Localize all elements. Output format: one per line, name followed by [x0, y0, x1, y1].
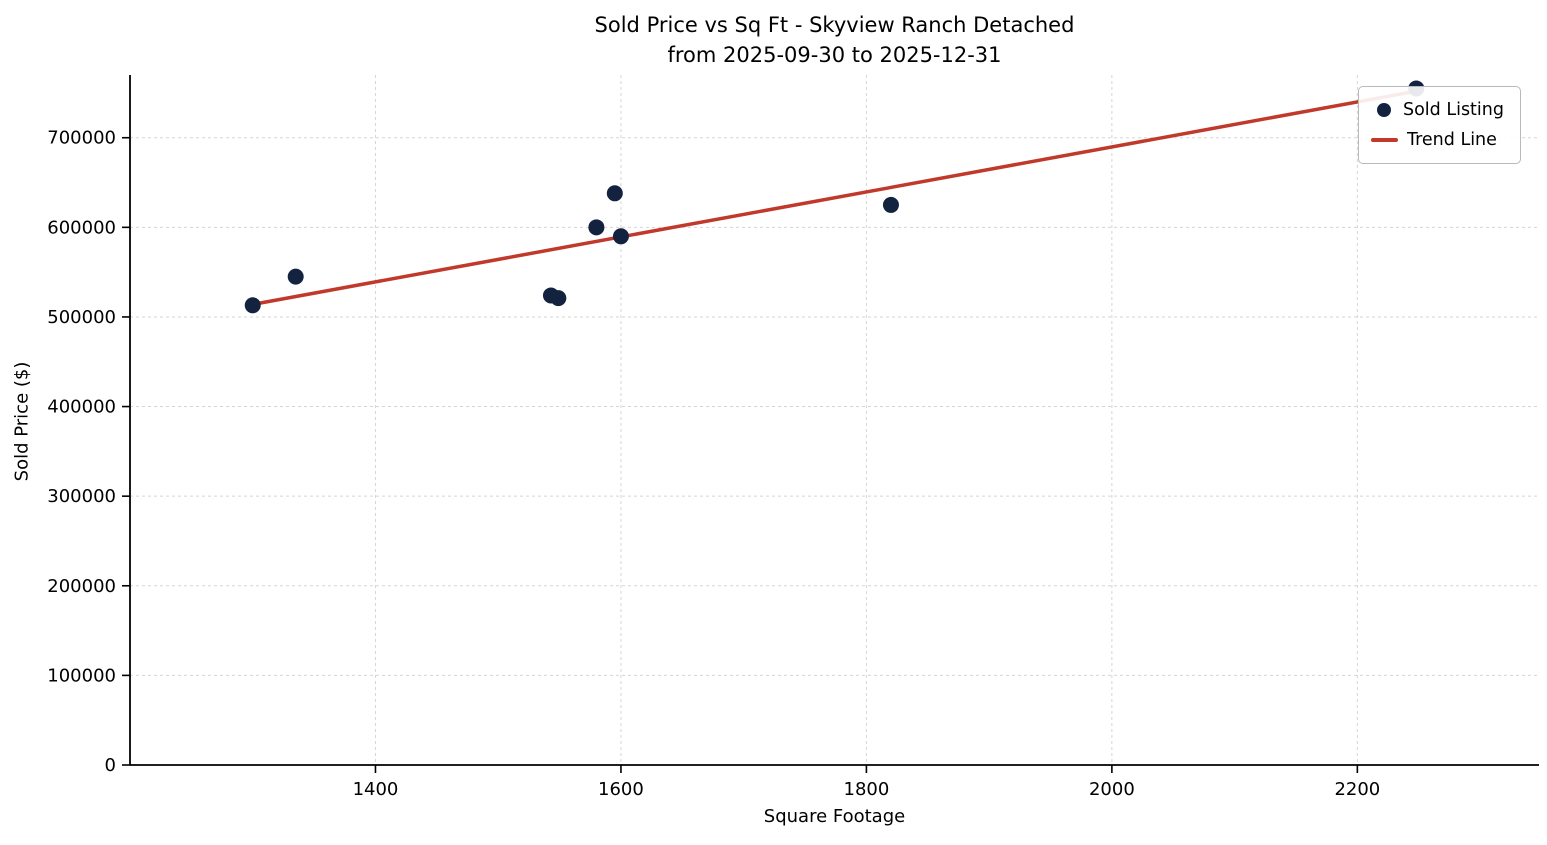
scatter-point	[550, 290, 567, 307]
y-tick-label: 400000	[47, 397, 116, 418]
y-tick-label: 500000	[47, 307, 116, 328]
scatter-point	[287, 268, 304, 285]
scatter-point	[588, 219, 605, 236]
y-tick-label: 700000	[47, 128, 116, 149]
legend-label-sold-listing: Sold Listing	[1402, 100, 1504, 120]
legend-item-trend-line: Trend Line	[1370, 125, 1504, 155]
trend-line	[250, 89, 1419, 307]
trend-line-marker-icon	[1370, 138, 1398, 142]
y-axis-label: Sold Price ($)	[11, 361, 33, 482]
x-axis-label: Square Footage	[763, 806, 906, 827]
chart-title: Sold Price vs Sq Ft - Skyview Ranch Deta…	[130, 10, 1539, 70]
sold-listing-marker-icon	[1376, 103, 1391, 117]
x-tick-label: 1600	[598, 779, 644, 800]
scatter-point	[612, 228, 629, 245]
x-tick-label: 2200	[1334, 779, 1380, 800]
scatter-point	[244, 297, 261, 314]
x-tick-label: 1400	[353, 779, 399, 800]
x-tick-label: 1800	[844, 779, 890, 800]
scatter-point	[606, 185, 623, 202]
legend-item-sold-listing: Sold Listing	[1371, 95, 1504, 125]
legend: Sold Listing Trend Line	[1357, 86, 1521, 164]
y-tick-label: 0	[105, 755, 116, 776]
chart-title-line1: Sold Price vs Sq Ft - Skyview Ranch Deta…	[594, 13, 1075, 37]
y-tick-label: 600000	[47, 217, 116, 238]
y-tick-label: 300000	[47, 486, 116, 507]
legend-label-trend-line: Trend Line	[1406, 130, 1497, 150]
x-tick-label: 2000	[1089, 779, 1135, 800]
scatter-point	[882, 196, 899, 213]
y-tick-label: 200000	[47, 576, 116, 597]
chart-title-line2: from 2025-09-30 to 2025-12-31	[667, 43, 1002, 67]
y-tick-label: 100000	[47, 665, 116, 686]
